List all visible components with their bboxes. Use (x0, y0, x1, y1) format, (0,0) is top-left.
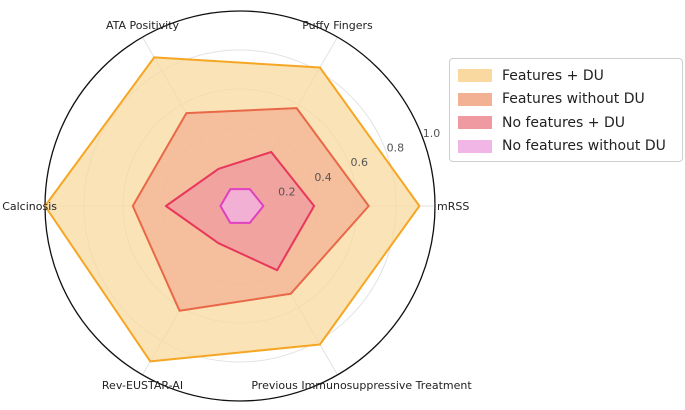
legend-label: No features + DU (502, 114, 625, 131)
legend-swatch-features-without-du (458, 92, 492, 106)
axis-label: ATA Positivity (106, 19, 180, 32)
legend-label: Features + DU (502, 67, 604, 84)
axis-label: mRSS (437, 200, 469, 213)
legend-item-features-without-du: Features without DU (458, 88, 674, 112)
legend-swatch-features-du (458, 69, 492, 83)
radial-tick-label: 0.2 (278, 185, 296, 198)
radial-tick-labels: 0.2 0.4 0.6 0.8 1.0 (278, 127, 440, 198)
radial-tick-label: 0.6 (350, 156, 368, 169)
axis-label: Puffy Fingers (302, 19, 373, 32)
legend-label: No features without DU (502, 138, 666, 155)
axis-label: Previous Immunosuppressive Treatment (251, 379, 472, 392)
radial-tick-label: 1.0 (423, 127, 441, 140)
legend-swatch-no-features-without-du (458, 139, 492, 153)
radial-tick-label: 0.8 (387, 142, 405, 155)
axis-labels: mRSS Puffy Fingers ATA Positivity Calcinosi… (2, 19, 472, 392)
legend: Features + DU Features without DU No fea… (449, 58, 683, 162)
axis-label: Calcinosis (2, 200, 57, 213)
legend-swatch-no-features-du (458, 116, 492, 130)
series-polygon-3 (219, 188, 265, 224)
legend-item-no-features-without-du: No features without DU (458, 135, 674, 159)
radial-tick-label: 0.4 (314, 171, 332, 184)
axis-label: Rev-EUSTAR-AI (102, 379, 183, 392)
legend-label: Features without DU (502, 91, 645, 108)
legend-item-no-features-du: No features + DU (458, 111, 674, 135)
radar-series (44, 56, 421, 363)
legend-item-features-du: Features + DU (458, 64, 674, 88)
